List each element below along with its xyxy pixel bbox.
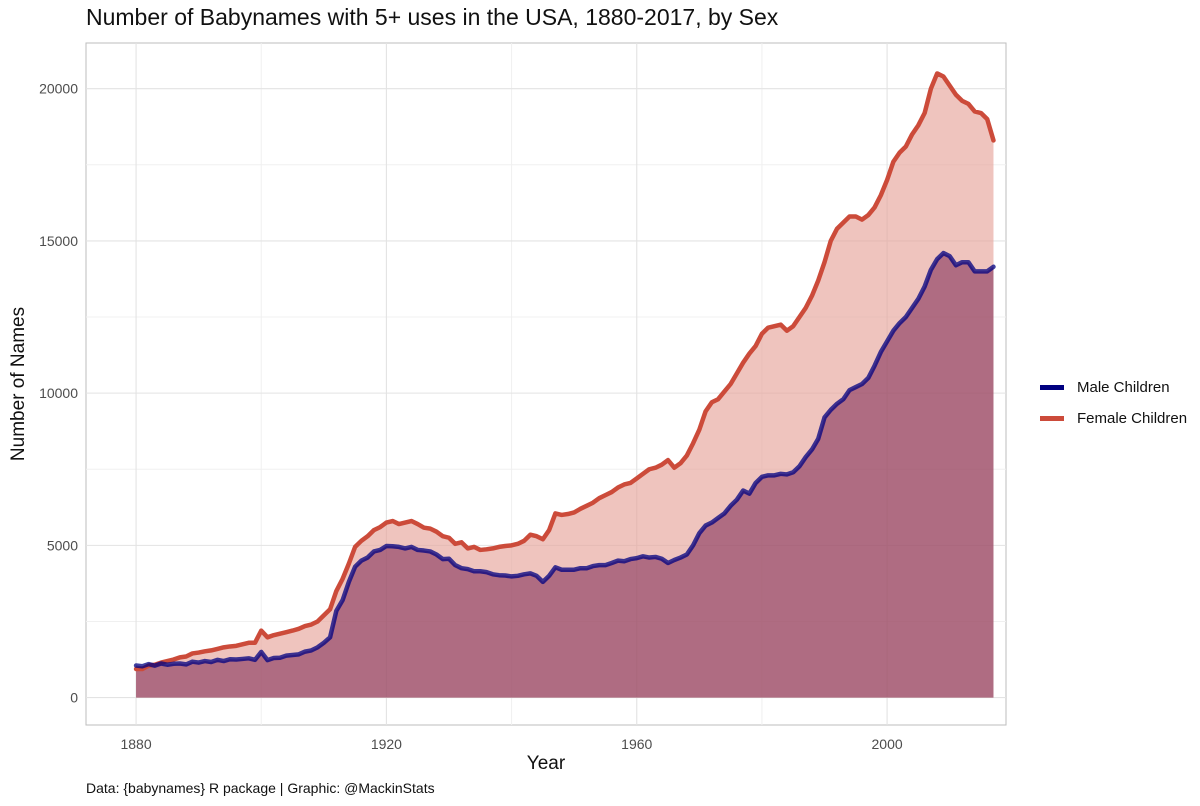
area-layer	[136, 73, 994, 698]
legend-item-female: Female Children	[1040, 403, 1187, 434]
x-tick-label-1920: 1920	[371, 736, 402, 752]
legend-label-male: Male Children	[1077, 379, 1170, 396]
y-axis-title: Number of Names	[8, 307, 29, 461]
x-tick-label-2000: 2000	[872, 736, 903, 752]
y-tick-label-10000: 10000	[39, 385, 78, 401]
y-tick-label-15000: 15000	[39, 233, 78, 249]
x-axis-title: Year	[527, 753, 566, 774]
y-axis: 0 5000 10000 15000 20000	[39, 81, 78, 706]
x-tick-label-1880: 1880	[120, 736, 151, 752]
chart-title: Number of Babynames with 5+ uses in the …	[86, 4, 779, 30]
line-male-children	[133, 250, 996, 669]
legend-key-female	[1040, 416, 1064, 421]
legend: Male Children Female Children	[1040, 372, 1187, 434]
legend-key-male	[1040, 385, 1064, 390]
x-axis: 1880 1920 1960 2000	[120, 736, 902, 752]
line-layer	[133, 71, 996, 672]
line-female-children	[133, 71, 996, 672]
x-tick-label-1960: 1960	[621, 736, 652, 752]
y-tick-label-20000: 20000	[39, 81, 78, 97]
legend-item-male: Male Children	[1040, 372, 1187, 403]
chart-caption: Data: {babynames} R package | Graphic: @…	[86, 780, 435, 796]
plot-panel-border	[85, 42, 1007, 726]
area-male-children	[136, 253, 994, 698]
y-tick-label-0: 0	[70, 690, 78, 706]
y-tick-label-5000: 5000	[47, 537, 78, 553]
legend-label-female: Female Children	[1077, 410, 1188, 427]
